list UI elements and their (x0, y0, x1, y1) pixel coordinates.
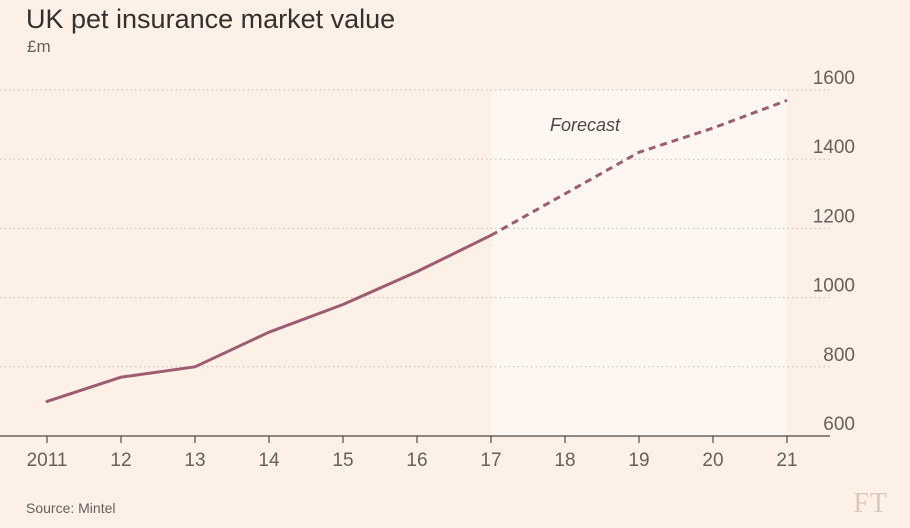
forecast-region (491, 90, 787, 436)
chart-title: UK pet insurance market value (26, 4, 396, 34)
x-tick-label: 19 (628, 450, 649, 471)
x-tick-label: 12 (110, 450, 131, 471)
x-tick-label: 17 (480, 450, 501, 471)
x-tick-label: 15 (332, 450, 353, 471)
x-tick-label: 16 (406, 450, 427, 471)
chart-unit-label: £m (27, 37, 51, 56)
y-tick-label: 1000 (813, 276, 855, 297)
y-tick-label: 1200 (813, 206, 855, 227)
forecast-label: Forecast (550, 115, 621, 135)
ft-logo: FT (853, 488, 888, 519)
forecast-series-line (490, 98, 788, 237)
x-tick-label: 14 (258, 450, 280, 471)
x-tick-label: 13 (184, 450, 205, 471)
y-tick-label: 600 (823, 414, 855, 435)
x-tick-label: 21 (776, 450, 797, 471)
y-tick-label: 800 (823, 345, 855, 366)
x-tick-label: 20 (702, 450, 723, 471)
chart-source: Source: Mintel (26, 500, 116, 516)
x-tick-label: 2011 (27, 450, 68, 471)
actual-series-line (45, 233, 493, 403)
y-tick-label: 1600 (813, 68, 855, 89)
x-tick-label: 18 (554, 450, 575, 471)
y-tick-label: 1400 (813, 137, 855, 158)
